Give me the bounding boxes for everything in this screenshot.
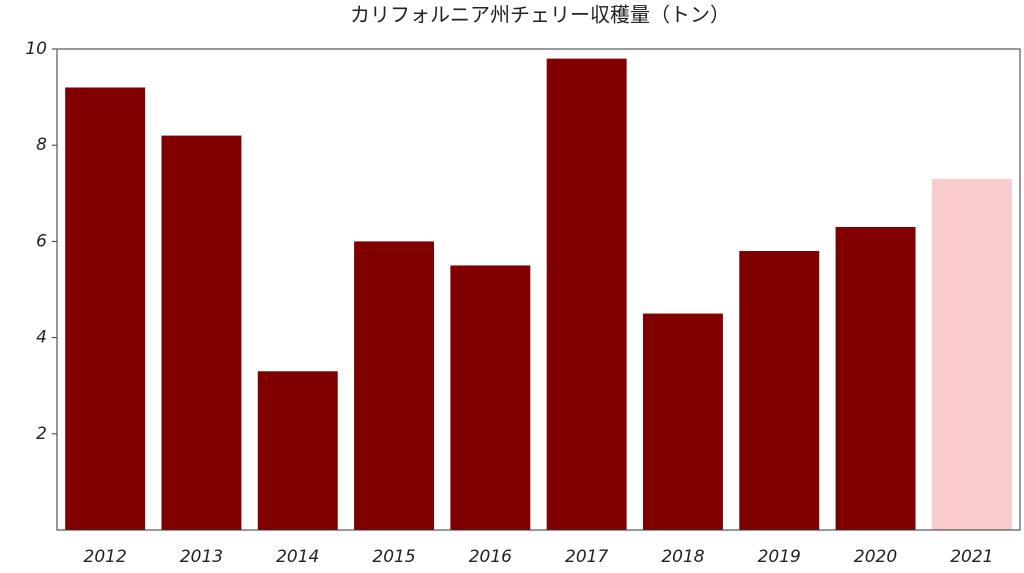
x-tick-label: 2018 [661, 547, 704, 567]
y-tick-label: 8 [36, 135, 47, 155]
bar [931, 178, 1012, 530]
y-tick-label: 6 [36, 231, 47, 251]
x-tick-label: 2020 [854, 547, 897, 567]
bar [65, 87, 146, 530]
bar [546, 58, 627, 531]
chart-title: カリフォルニア州チェリー収穫量（トン） [350, 3, 730, 27]
x-tick-label: 2016 [469, 547, 512, 567]
x-tick-label: 2021 [950, 547, 993, 567]
x-tick-label: 2017 [565, 547, 608, 567]
x-tick-label: 2015 [372, 547, 415, 567]
x-tick-label: 2012 [84, 547, 127, 567]
bar [642, 313, 723, 530]
bar [450, 265, 531, 530]
x-tick-label: 2013 [180, 547, 223, 567]
plot-frame [56, 48, 1021, 531]
x-tick-label: 2019 [758, 547, 801, 567]
y-tick-label: 4 [36, 328, 47, 348]
y-tick-label: 10 [25, 39, 47, 59]
bar [257, 371, 338, 530]
bar [354, 241, 435, 530]
bar [161, 135, 242, 530]
y-tick-label: 2 [36, 424, 47, 444]
bar [739, 251, 820, 530]
x-tick-label: 2014 [276, 547, 319, 567]
bar [835, 226, 916, 530]
